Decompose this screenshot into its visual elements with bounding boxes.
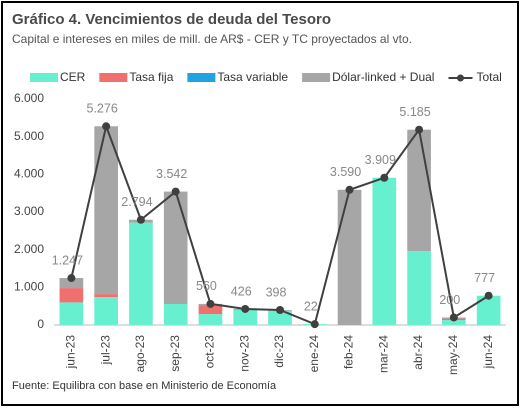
y-tick-label: 2.000 (14, 242, 44, 256)
legend-marker (456, 74, 464, 82)
data-label: 426 (231, 284, 252, 298)
y-tick-label: 6.000 (14, 91, 44, 105)
legend-label: CER (60, 70, 86, 84)
total-marker (136, 215, 145, 224)
bar-segment (163, 304, 188, 325)
x-tick-label: oct-23 (203, 335, 217, 369)
legend-label: Tasa variable (217, 70, 288, 84)
bar-segment (59, 278, 84, 289)
data-label: 200 (439, 293, 460, 307)
y-tick-label: 3.000 (14, 204, 44, 218)
bar-segment (337, 189, 362, 325)
bar-segment (129, 222, 153, 325)
legend-label: Total (476, 70, 501, 84)
total-marker (171, 187, 180, 196)
legend-swatch (30, 73, 58, 82)
total-marker (67, 274, 76, 283)
bar-segment (198, 314, 223, 325)
legend-swatch (99, 73, 128, 82)
bar-segment (407, 129, 431, 252)
data-label: 3.909 (365, 153, 396, 167)
y-tick-label: 5.000 (14, 129, 44, 143)
total-marker (449, 313, 458, 322)
bar-segment (94, 294, 118, 298)
chart-subtitle: Capital e intereses en miles de mill. de… (12, 32, 412, 46)
total-marker (206, 299, 215, 308)
bar-segment (94, 126, 118, 295)
y-tick-label: 1.000 (14, 280, 44, 294)
x-tick-label: feb-24 (342, 335, 356, 369)
x-tick-label: nov-23 (237, 335, 251, 372)
x-tick-label: ene-24 (307, 335, 321, 373)
bar-segment (163, 191, 188, 305)
x-tick-label: abr-24 (411, 335, 425, 370)
total-marker (345, 185, 354, 194)
bar-segment (59, 288, 84, 303)
data-label: 2.794 (121, 195, 152, 209)
total-marker (241, 304, 250, 313)
data-label: 3.542 (156, 167, 187, 181)
total-marker (484, 291, 493, 300)
bar-segment (94, 297, 118, 325)
legend-swatch (187, 73, 216, 82)
x-tick-label: dic-23 (272, 335, 286, 368)
source: Fuente: Equilibra con base en Ministerio… (12, 380, 277, 392)
total-marker (415, 125, 424, 134)
bar-segment (198, 305, 223, 315)
x-tick-label: may-24 (446, 335, 460, 375)
bar-segment (233, 309, 258, 325)
data-label: 560 (196, 279, 217, 293)
bar-segment (59, 302, 84, 325)
total-marker (276, 306, 284, 315)
bar-segment (407, 251, 431, 325)
data-label: 5.185 (399, 105, 430, 119)
bar-segment (476, 295, 501, 325)
x-tick-label: ago-23 (133, 335, 147, 373)
total-marker (310, 320, 319, 329)
bar-segment (442, 320, 466, 325)
total-marker (380, 173, 389, 182)
bar-segment (268, 310, 292, 325)
data-label: 5.276 (87, 102, 118, 116)
legend-label: Tasa fija (129, 70, 173, 84)
y-tick-label: 4.000 (14, 167, 44, 181)
data-label: 398 (266, 285, 287, 299)
x-tick-label: jun-24 (481, 335, 495, 370)
data-label: 777 (474, 271, 495, 285)
data-label: 1.247 (52, 253, 83, 267)
y-tick-label: 0 (37, 317, 44, 331)
x-tick-label: mar-24 (376, 335, 390, 373)
data-label: 3.590 (330, 165, 361, 179)
data-label: 22 (304, 299, 318, 313)
legend-swatch (302, 73, 331, 82)
x-tick-label: sep-23 (168, 335, 182, 372)
total-marker (102, 122, 111, 131)
bar-segment (372, 177, 397, 325)
x-tick-label: jul-23 (98, 335, 112, 366)
chart-title: Gráfico 4. Vencimientos de deuda del Tes… (12, 11, 331, 28)
x-tick-label: jun-23 (64, 335, 78, 370)
legend-label: Dólar-linked + Dual (332, 70, 434, 84)
